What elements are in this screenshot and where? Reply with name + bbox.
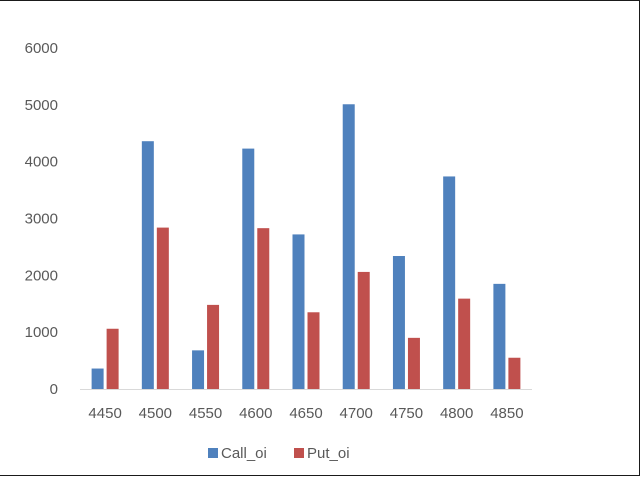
bar-put-oi-4800 [458, 298, 471, 389]
legend: Call_oi Put_oi [208, 445, 350, 462]
bar-put-oi-4450 [106, 328, 119, 389]
x-tick-label: 4600 [239, 405, 272, 422]
y-tick-label: 6000 [25, 40, 58, 57]
x-tick-label: 4450 [88, 405, 121, 422]
bar-call-oi-4650 [292, 234, 305, 389]
y-tick-label: 0 [50, 381, 58, 398]
bar-put-oi-4550 [207, 304, 220, 389]
bar-call-oi-4850 [493, 283, 506, 389]
x-tick-label: 4750 [390, 405, 423, 422]
bar-put-oi-4650 [307, 312, 320, 389]
x-tick-label: 4800 [440, 405, 473, 422]
bar-call-oi-4550 [192, 350, 205, 389]
bar-put-oi-4700 [357, 271, 370, 389]
x-tick-label: 4500 [139, 405, 172, 422]
legend-swatch-put-oi [294, 448, 304, 458]
chart-frame [0, 0, 640, 476]
y-tick-label: 4000 [25, 154, 58, 171]
x-tick-label: 4550 [189, 405, 222, 422]
bar-call-oi-4600 [242, 148, 255, 389]
bar-call-oi-4750 [392, 256, 405, 389]
bar-call-oi-4500 [141, 141, 154, 389]
y-axis-ticks: 0 1000 2000 3000 4000 5000 6000 [25, 40, 58, 398]
legend-label-call-oi: Call_oi [221, 445, 267, 462]
y-tick-label: 1000 [25, 324, 58, 341]
legend-swatch-call-oi [208, 448, 218, 458]
x-tick-label: 4650 [289, 405, 322, 422]
bars [91, 104, 521, 389]
bar-put-oi-4500 [156, 227, 169, 389]
y-tick-label: 5000 [25, 97, 58, 114]
legend-label-put-oi: Put_oi [307, 445, 350, 462]
x-tick-label: 4850 [490, 405, 523, 422]
bar-put-oi-4600 [257, 228, 270, 389]
bar-put-oi-4750 [407, 337, 420, 389]
bar-put-oi-4850 [508, 357, 521, 389]
x-tick-label: 4700 [340, 405, 373, 422]
x-axis-ticks: 4450 4500 4550 4600 4650 4700 4750 4800 4850 [88, 405, 523, 422]
bar-call-oi-4450 [91, 368, 104, 389]
y-tick-label: 2000 [25, 267, 58, 284]
bar-call-oi-4800 [443, 176, 456, 389]
y-tick-label: 3000 [25, 211, 58, 228]
bar-call-oi-4700 [342, 104, 355, 389]
